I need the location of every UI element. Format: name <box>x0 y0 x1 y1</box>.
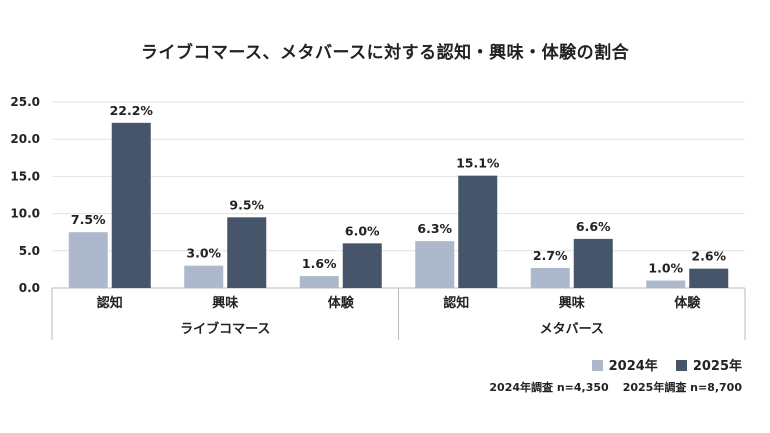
y-tick-label: 0.0 <box>19 281 40 295</box>
y-tick-label: 10.0 <box>10 207 40 221</box>
bar-2025年-興味 <box>227 217 267 288</box>
data-label: 1.6% <box>302 256 337 271</box>
y-tick-label: 5.0 <box>19 244 40 258</box>
legend: 2024年 2025年 <box>591 355 742 374</box>
bar-2025年-認知 <box>111 122 151 288</box>
x-tick-label: 認知 <box>97 295 123 311</box>
y-tick-label: 25.0 <box>10 95 40 109</box>
x-tick-label: 体験 <box>328 295 355 311</box>
sample-size-note: 2024年調査 n=4,350 2025年調査 n=8,700 <box>489 379 742 395</box>
x-tick-label: 体験 <box>674 295 701 311</box>
group-label: ライブコマース <box>180 321 270 337</box>
data-label: 2.6% <box>691 249 726 264</box>
note-2025: 2025年調査 n=8,700 <box>622 381 742 394</box>
legend-swatch-2025 <box>675 360 687 371</box>
legend-item-2024: 2024年 <box>591 355 658 374</box>
y-tick-label: 20.0 <box>10 132 40 146</box>
legend-label-2025: 2025年 <box>692 359 742 374</box>
legend-swatch-2024 <box>591 360 603 371</box>
y-tick-label: 15.0 <box>10 169 40 183</box>
x-tick-label: 興味 <box>212 295 238 311</box>
x-tick-label: 認知 <box>443 295 469 311</box>
x-tick-label: 興味 <box>559 295 585 311</box>
data-label: 6.0% <box>345 223 380 238</box>
data-label: 2.7% <box>533 248 568 263</box>
bar-2025年-体験 <box>342 243 382 288</box>
legend-label-2024: 2024年 <box>608 359 658 374</box>
bar-2025年-興味 <box>573 238 613 288</box>
bar-2024年-体験 <box>646 280 686 288</box>
data-label: 7.5% <box>71 212 106 227</box>
data-label: 6.6% <box>576 219 611 234</box>
data-label: 15.1% <box>456 156 500 171</box>
bar-2024年-興味 <box>530 267 570 288</box>
bar-2024年-興味 <box>184 265 224 288</box>
bar-2025年-体験 <box>689 268 729 288</box>
legend-item-2025: 2025年 <box>675 355 742 374</box>
bar-2024年-認知 <box>415 241 455 288</box>
data-label: 3.0% <box>186 246 221 261</box>
data-label: 9.5% <box>229 197 264 212</box>
chart-title: ライブコマース、メタバースに対する認知・興味・体験の割合 <box>140 43 630 63</box>
note-2024: 2024年調査 n=4,350 <box>489 381 609 394</box>
group-label: メタバース <box>540 322 604 337</box>
bar-2024年-体験 <box>299 276 339 288</box>
data-label: 6.3% <box>417 221 452 236</box>
bar-2024年-認知 <box>68 232 108 288</box>
data-label: 1.0% <box>648 261 683 276</box>
bar-2025年-認知 <box>458 175 498 288</box>
data-label: 22.2% <box>110 103 154 118</box>
